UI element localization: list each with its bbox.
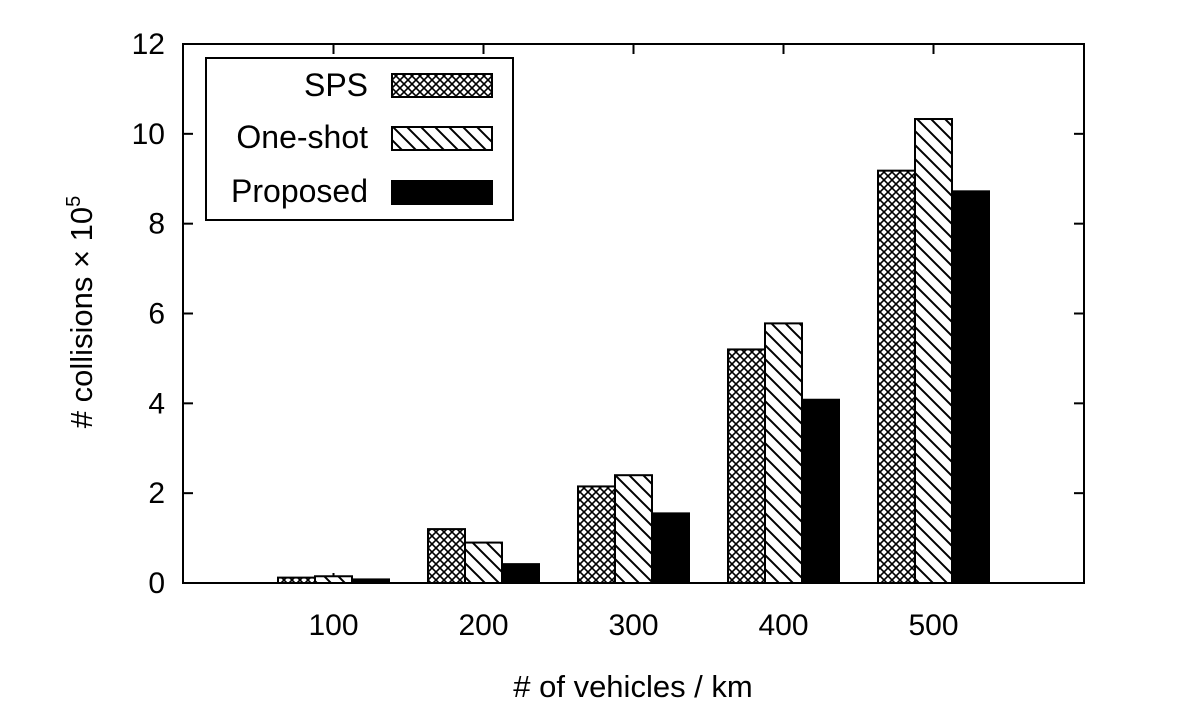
y-tick-label: 8 xyxy=(148,208,165,241)
y-tick-label: 6 xyxy=(148,298,165,331)
x-tick-label: 300 xyxy=(608,609,658,642)
bar-one-shot-200 xyxy=(464,541,503,585)
x-tick-label: 200 xyxy=(458,609,508,642)
bar-proposed-100 xyxy=(351,578,390,585)
bar-sps-200 xyxy=(427,528,466,584)
bar-proposed-200 xyxy=(501,563,540,585)
bar-one-shot-400 xyxy=(764,322,803,584)
bar-proposed-300 xyxy=(651,512,690,584)
y-tick-label: 0 xyxy=(148,567,165,600)
x-tick-label: 500 xyxy=(908,609,958,642)
bar-one-shot-100 xyxy=(314,575,353,585)
y-tick-label: 2 xyxy=(148,477,165,510)
legend-label-one-shot: One-shot xyxy=(236,119,368,155)
bar-sps-500 xyxy=(877,169,916,584)
bar-one-shot-500 xyxy=(914,118,953,584)
bar-sps-400 xyxy=(727,348,766,584)
legend-swatch-proposed xyxy=(391,180,493,205)
bar-proposed-400 xyxy=(801,398,840,584)
y-tick-label: 10 xyxy=(132,118,165,151)
bar-sps-100 xyxy=(277,576,316,584)
bar-proposed-500 xyxy=(951,190,990,584)
legend-label-proposed: Proposed xyxy=(231,173,368,209)
x-tick-label: 100 xyxy=(308,609,358,642)
bar-sps-300 xyxy=(577,485,616,584)
legend-label-sps: SPS xyxy=(304,67,368,103)
y-tick-label: 12 xyxy=(132,28,165,61)
y-axis-label-base: # collisions × 10 xyxy=(64,207,99,428)
x-tick-label: 400 xyxy=(758,609,808,642)
legend-swatch-sps xyxy=(391,73,493,98)
y-axis-label: # collisions × 105 xyxy=(63,196,99,429)
y-axis-label-exponent: 5 xyxy=(63,196,85,207)
x-axis-label: # of vehicles / km xyxy=(513,669,752,704)
legend-swatch-one-shot xyxy=(391,126,493,151)
y-tick-label: 4 xyxy=(148,387,165,420)
legend: SPS One-shot Proposed xyxy=(205,57,514,221)
bar-one-shot-300 xyxy=(614,474,653,585)
bars xyxy=(277,118,990,585)
tick-labels: 0 2 4 6 8 10 12 100 200 300 400 500 xyxy=(132,28,959,642)
